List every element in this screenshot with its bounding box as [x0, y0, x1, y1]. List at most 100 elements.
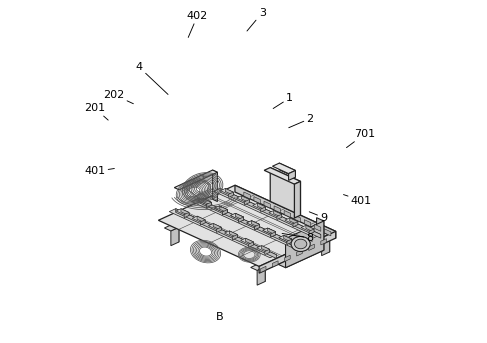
Polygon shape [297, 250, 302, 256]
Polygon shape [284, 236, 292, 242]
Polygon shape [257, 246, 270, 251]
Polygon shape [169, 209, 277, 258]
Polygon shape [223, 210, 227, 215]
Polygon shape [306, 225, 314, 232]
Polygon shape [220, 188, 321, 238]
Polygon shape [284, 255, 290, 262]
Polygon shape [191, 199, 299, 248]
Polygon shape [216, 227, 221, 233]
Polygon shape [290, 218, 298, 225]
Polygon shape [255, 224, 260, 230]
Polygon shape [309, 229, 314, 234]
Polygon shape [232, 235, 237, 240]
Polygon shape [277, 214, 281, 220]
Polygon shape [284, 236, 292, 242]
Polygon shape [324, 229, 331, 236]
Polygon shape [171, 227, 179, 246]
Polygon shape [315, 234, 330, 241]
Text: B: B [216, 312, 224, 322]
Polygon shape [268, 228, 276, 235]
Polygon shape [241, 238, 254, 244]
Polygon shape [261, 266, 266, 273]
Polygon shape [176, 209, 277, 259]
Polygon shape [259, 264, 265, 282]
Polygon shape [206, 202, 211, 208]
Polygon shape [208, 224, 221, 229]
Polygon shape [254, 197, 261, 204]
Polygon shape [225, 231, 237, 237]
Polygon shape [259, 231, 336, 273]
Polygon shape [284, 211, 291, 217]
Polygon shape [158, 185, 336, 267]
Polygon shape [245, 238, 254, 245]
Polygon shape [272, 163, 296, 174]
Polygon shape [246, 221, 260, 227]
Polygon shape [255, 224, 260, 230]
Polygon shape [197, 216, 205, 223]
Polygon shape [239, 217, 244, 222]
Polygon shape [176, 209, 189, 215]
Polygon shape [219, 206, 227, 213]
Polygon shape [263, 228, 276, 234]
Polygon shape [317, 218, 324, 250]
Polygon shape [174, 170, 217, 190]
Polygon shape [165, 224, 179, 231]
Polygon shape [251, 221, 260, 227]
Polygon shape [246, 221, 260, 227]
Polygon shape [172, 224, 179, 242]
Polygon shape [242, 196, 249, 203]
Polygon shape [219, 206, 227, 213]
Polygon shape [264, 201, 270, 208]
Polygon shape [253, 203, 265, 209]
Polygon shape [251, 264, 265, 270]
Polygon shape [229, 231, 237, 238]
Polygon shape [257, 267, 265, 285]
Polygon shape [301, 225, 314, 231]
Polygon shape [235, 198, 244, 216]
Polygon shape [181, 209, 189, 215]
Polygon shape [251, 221, 260, 227]
Text: 3: 3 [247, 8, 266, 31]
Polygon shape [228, 192, 233, 198]
Polygon shape [287, 239, 292, 245]
Ellipse shape [291, 236, 310, 251]
Polygon shape [192, 216, 205, 222]
Polygon shape [309, 244, 315, 250]
Polygon shape [214, 188, 321, 237]
Polygon shape [198, 199, 211, 204]
Text: 401: 401 [343, 194, 372, 205]
Polygon shape [229, 195, 244, 201]
Polygon shape [321, 239, 326, 245]
Text: 201: 201 [84, 103, 108, 120]
Text: 402: 402 [187, 11, 208, 37]
Text: 401: 401 [84, 166, 114, 177]
Polygon shape [244, 200, 249, 205]
Polygon shape [262, 246, 270, 252]
Polygon shape [265, 249, 270, 255]
Polygon shape [287, 239, 292, 245]
Polygon shape [237, 196, 249, 202]
Polygon shape [235, 185, 336, 238]
Polygon shape [244, 192, 250, 199]
Polygon shape [293, 222, 298, 227]
Polygon shape [184, 212, 189, 218]
Polygon shape [223, 210, 227, 215]
Polygon shape [270, 167, 300, 215]
Polygon shape [280, 163, 296, 177]
Polygon shape [295, 181, 300, 218]
Ellipse shape [295, 239, 307, 249]
Polygon shape [203, 199, 211, 205]
Polygon shape [235, 213, 244, 220]
Polygon shape [285, 218, 298, 224]
Polygon shape [274, 206, 281, 213]
Polygon shape [214, 206, 227, 212]
Polygon shape [285, 221, 324, 268]
Polygon shape [278, 247, 324, 268]
Polygon shape [289, 170, 296, 180]
Text: 1: 1 [273, 93, 293, 108]
Polygon shape [321, 237, 330, 256]
Polygon shape [261, 207, 265, 212]
Polygon shape [263, 228, 276, 234]
Polygon shape [230, 213, 244, 219]
Polygon shape [214, 206, 227, 212]
